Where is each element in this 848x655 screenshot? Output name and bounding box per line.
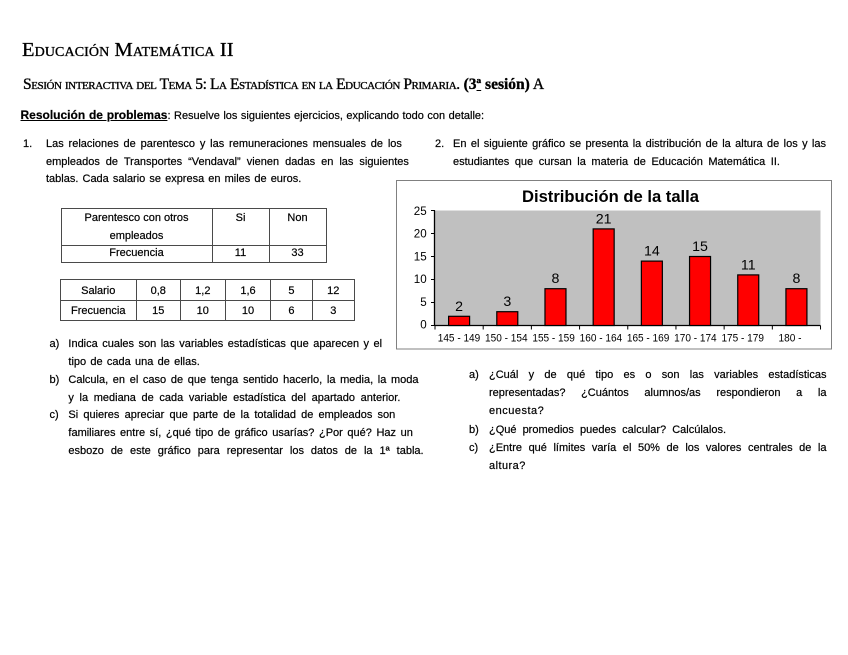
svg-text:15: 15 — [692, 239, 708, 255]
svg-text:160 - 164: 160 - 164 — [580, 333, 623, 345]
svg-text:170 - 174: 170 - 174 — [674, 333, 717, 345]
svg-text:175 - 179: 175 - 179 — [721, 333, 764, 345]
svg-text:21: 21 — [596, 211, 612, 227]
svg-text:Distribución de la talla: Distribución de la talla — [522, 187, 700, 206]
svg-text:15: 15 — [414, 250, 427, 263]
svg-text:8: 8 — [552, 271, 560, 287]
svg-text:155 - 159: 155 - 159 — [532, 333, 575, 345]
svg-text:20: 20 — [414, 228, 427, 241]
svg-text:180 -: 180 - — [779, 333, 802, 345]
svg-text:10: 10 — [414, 273, 427, 286]
svg-text:25: 25 — [414, 205, 427, 218]
svg-text:165 - 169: 165 - 169 — [627, 333, 670, 345]
svg-text:150 - 154: 150 - 154 — [485, 333, 528, 345]
svg-text:3: 3 — [503, 294, 511, 310]
svg-text:11: 11 — [741, 257, 756, 273]
svg-text:0: 0 — [420, 319, 426, 332]
svg-text:145 - 149: 145 - 149 — [438, 333, 481, 345]
svg-text:5: 5 — [420, 296, 426, 309]
svg-text:2: 2 — [455, 299, 463, 315]
svg-text:8: 8 — [792, 271, 800, 287]
svg-text:14: 14 — [644, 244, 660, 260]
